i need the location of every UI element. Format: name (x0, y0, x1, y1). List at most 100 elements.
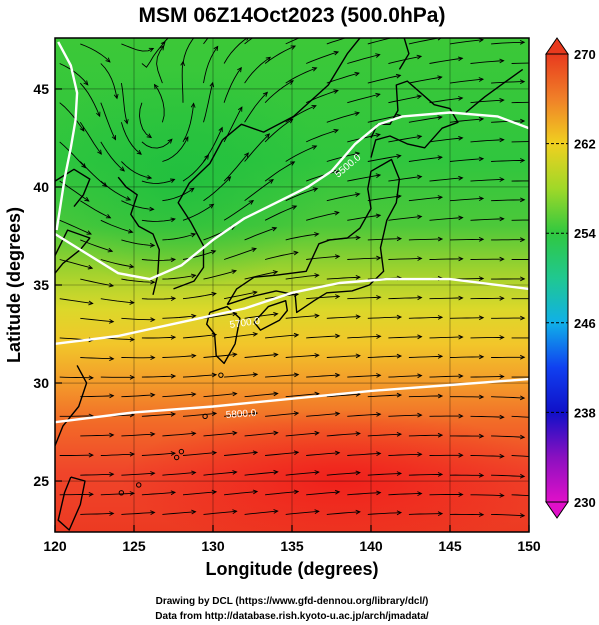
streamline-arrowhead (375, 53, 381, 58)
streamline (306, 452, 340, 456)
streamline (121, 43, 154, 52)
streamline (285, 274, 319, 280)
streamline-arrowhead (273, 311, 279, 317)
streamline (223, 106, 243, 143)
streamline (100, 298, 134, 304)
streamline (139, 102, 152, 138)
streamline-arrowhead (396, 353, 403, 359)
streamline (491, 396, 525, 399)
streamline-arrowhead (395, 73, 402, 79)
streamline-arrowhead (167, 138, 173, 144)
streamline-arrowhead (252, 372, 259, 377)
streamline (306, 255, 340, 260)
streamline-arrowhead (396, 471, 403, 476)
streamline (182, 491, 217, 496)
streamline (470, 60, 504, 64)
streamline-arrowhead (86, 230, 92, 235)
streamline (306, 89, 339, 104)
streamline-arrowhead (252, 411, 259, 416)
streamline-arrowhead (84, 196, 90, 202)
streamline-arrowhead (499, 97, 505, 103)
streamline (121, 239, 155, 246)
streamline (162, 233, 196, 241)
streamline (326, 393, 360, 398)
streamline-arrowhead (88, 300, 94, 306)
streamline (141, 218, 175, 222)
streamline-arrowhead (119, 166, 125, 172)
streamline-arrowhead (355, 314, 361, 320)
height-contour-line (55, 41, 79, 231)
streamline (408, 196, 443, 202)
streamline-arrowhead (478, 196, 485, 201)
coastline-segment (117, 176, 160, 295)
streamline-arrowhead (311, 104, 317, 110)
streamline (141, 138, 173, 149)
streamline (162, 511, 196, 515)
streamline-arrowhead (354, 71, 360, 77)
streamline-arrowhead (264, 133, 271, 139)
streamline (223, 200, 254, 221)
streamline (408, 513, 443, 515)
contour-label-5700: 5700.0 (229, 316, 261, 331)
streamline-arrowhead (437, 195, 444, 200)
colorbar-ticks: 270 262 254 246 238 230 (546, 47, 596, 510)
streamline-arrowhead (376, 451, 382, 456)
streamline-arrowhead (458, 175, 464, 181)
streamline-arrowhead (314, 313, 320, 319)
streamline-arrowhead (170, 373, 177, 379)
streamline (326, 355, 360, 358)
streamline-arrowhead (105, 57, 111, 63)
streamline (470, 415, 504, 418)
streamline-arrowhead (81, 163, 87, 169)
streamline (264, 161, 295, 182)
streamline (347, 54, 380, 64)
coastline-segment (55, 168, 91, 208)
streamline (181, 61, 184, 103)
streamline (388, 453, 422, 456)
streamline-arrowhead (314, 470, 320, 475)
streamline-arrowhead (499, 58, 505, 64)
streamline (367, 512, 402, 515)
streamline-arrowhead (519, 395, 526, 401)
plot-area (55, 38, 545, 532)
streamline (285, 105, 317, 123)
streamline-arrowhead (437, 155, 443, 160)
streamline-arrowhead (129, 300, 135, 305)
streamline-arrowhead (208, 203, 215, 209)
streamline-arrowhead (251, 247, 257, 253)
streamline-arrowhead (314, 232, 320, 237)
x-tick-label: 140 (359, 538, 383, 554)
streamline-arrowhead (170, 490, 177, 496)
streamline (306, 295, 340, 300)
streamline (59, 63, 89, 86)
streamline-arrowhead (416, 134, 423, 140)
streamline-arrowhead (129, 451, 136, 457)
streamline-arrowhead (333, 128, 339, 134)
streamline (141, 452, 176, 456)
streamline (224, 373, 258, 378)
streamline (285, 432, 319, 437)
streamline (347, 492, 381, 496)
streamline-arrowhead (416, 94, 423, 100)
streamline (244, 432, 278, 437)
streamline-arrowhead (211, 291, 217, 297)
streamline (80, 512, 114, 515)
streamline-arrowhead (246, 38, 249, 41)
streamline (491, 513, 525, 517)
streamline (182, 204, 214, 221)
streamline-arrowhead (248, 200, 255, 205)
streamline-arrowhead (211, 489, 218, 495)
x-tick-label: 145 (438, 538, 462, 554)
streamline (59, 219, 92, 235)
streamline-arrowhead (79, 126, 85, 132)
streamline-arrowhead (437, 115, 443, 120)
streamline-arrowhead (541, 61, 545, 65)
streamline-arrowhead (499, 295, 505, 301)
streamline (408, 116, 442, 123)
streamline-arrowhead (519, 39, 526, 45)
streamline-arrowhead (478, 315, 485, 321)
streamline-arrowhead (311, 67, 318, 72)
coastline-segment (57, 476, 86, 531)
streamline-arrowhead (87, 264, 94, 270)
